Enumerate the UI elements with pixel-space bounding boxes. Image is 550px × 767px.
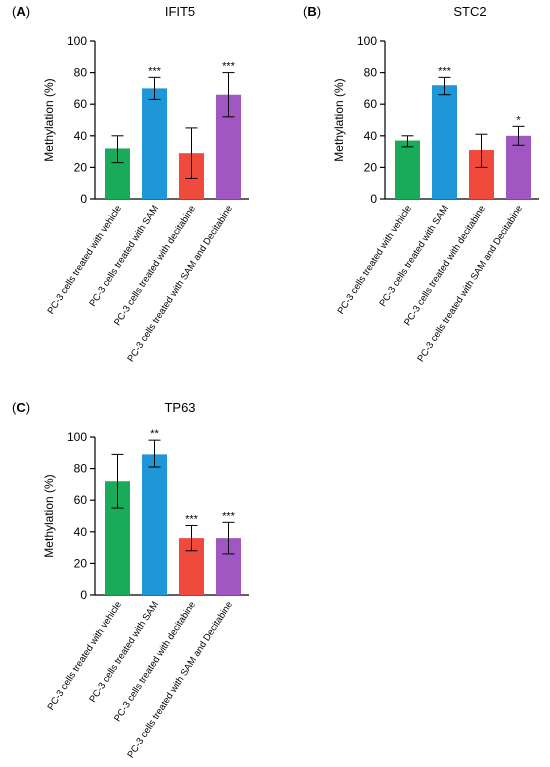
bar [506, 135, 531, 199]
bar [432, 85, 457, 199]
y-axis-label: Methylation (%) [42, 78, 56, 161]
y-tick-label: 100 [357, 34, 377, 48]
panel-label-close: ) [26, 4, 30, 19]
y-axis-label: Methylation (%) [42, 474, 56, 557]
y-tick-label: 40 [364, 129, 378, 143]
panel-label-close: ) [26, 400, 30, 415]
y-tick-label: 0 [370, 192, 377, 206]
panel-b: (B) STC2 Methylation (%) 0 20 40 60 80 100 PC-3 c… [303, 4, 539, 364]
panel-label: (A) [12, 4, 30, 19]
y-tick-label: 80 [364, 66, 378, 80]
significance-label: *** [438, 65, 452, 77]
panel-label-letter: B [307, 4, 316, 19]
x-category-label: PC-3 cells treated with SAM [87, 600, 161, 705]
chart-title: TP63 [164, 400, 195, 415]
y-tick-label: 40 [74, 129, 88, 143]
panel-label-close: ) [317, 4, 321, 19]
panel-label-open: ( [303, 4, 308, 19]
y-tick-label: 60 [74, 493, 88, 507]
panel-label-open: ( [12, 4, 17, 19]
x-category-label: PC-3 cells treated with SAM [87, 204, 161, 309]
chart-title: IFIT5 [165, 4, 195, 19]
panel-label-letter: C [16, 400, 26, 415]
panel-a: (A) IFIT5 Methylation (%) 0 20 40 60 80 100 PC-3 … [12, 4, 249, 364]
panel-label: (C) [12, 400, 30, 415]
panel-label-letter: A [16, 4, 26, 19]
bar [395, 140, 420, 199]
bar [142, 88, 167, 199]
significance-label: ** [150, 428, 159, 440]
y-tick-label: 80 [74, 66, 88, 80]
y-tick-label: 20 [74, 556, 88, 570]
x-category-label: PC-3 cells treated with vehicle [45, 204, 124, 317]
y-axis-label: Methylation (%) [332, 78, 346, 161]
y-tick-label: 20 [364, 160, 378, 174]
y-tick-label: 40 [74, 525, 88, 539]
significance-label: *** [185, 513, 199, 525]
x-category-label: PC-3 cells treated with vehicle [45, 600, 124, 713]
significance-label: *** [148, 65, 162, 77]
panel-c: (C) TP63 Methylation (%) 0 20 40 60 80 100 PC-3 c… [12, 400, 249, 760]
bar [142, 454, 167, 595]
x-category-label: PC-3 cells treated with SAM [377, 204, 451, 309]
y-tick-label: 0 [80, 588, 87, 602]
y-tick-label: 100 [67, 430, 87, 444]
y-tick-label: 80 [74, 462, 88, 476]
y-tick-label: 100 [67, 34, 87, 48]
y-tick-label: 20 [74, 160, 88, 174]
y-tick-label: 60 [74, 97, 88, 111]
y-tick-label: 60 [364, 97, 378, 111]
y-tick-label: 0 [80, 192, 87, 206]
x-category-label: PC-3 cells treated with vehicle [335, 204, 414, 317]
significance-label: * [516, 114, 521, 126]
panel-label-open: ( [12, 400, 17, 415]
significance-label: *** [222, 61, 236, 73]
chart-title: STC2 [453, 4, 486, 19]
panel-label: (B) [303, 4, 321, 19]
significance-label: *** [222, 510, 236, 522]
